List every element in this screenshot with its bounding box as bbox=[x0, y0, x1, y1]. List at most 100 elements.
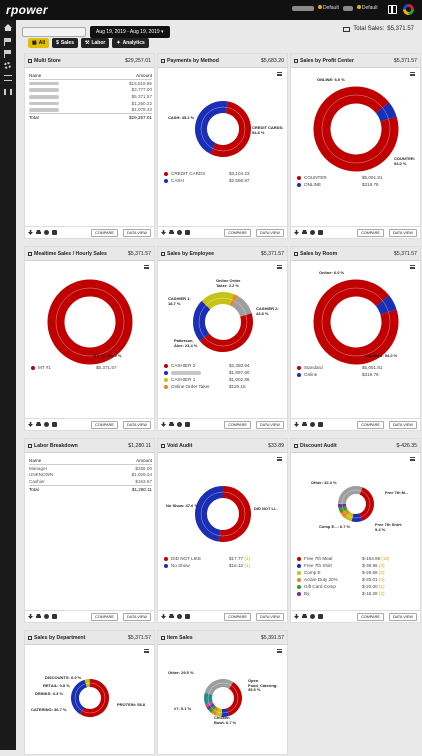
home-icon[interactable] bbox=[4, 24, 12, 28]
flag-outline-icon[interactable] bbox=[4, 50, 12, 57]
legend-item[interactable]: Comp E$-28.66 (2) bbox=[297, 569, 415, 576]
print-icon[interactable] bbox=[169, 422, 174, 427]
table-row[interactable]: Manager$256.00 bbox=[29, 465, 152, 472]
expand-icon[interactable] bbox=[28, 444, 32, 448]
donut-slice[interactable] bbox=[361, 491, 370, 517]
donut-slice[interactable] bbox=[56, 288, 124, 356]
donut-slice[interactable] bbox=[383, 301, 389, 312]
compare-button[interactable]: COMPARE bbox=[224, 613, 251, 621]
donut-slice[interactable] bbox=[220, 492, 245, 536]
donut-slice[interactable] bbox=[204, 315, 247, 346]
print-icon[interactable] bbox=[36, 422, 41, 427]
flag-icon[interactable] bbox=[4, 38, 12, 45]
print-icon[interactable] bbox=[36, 230, 41, 235]
legend-item[interactable]: ONLINE$319.76 bbox=[297, 181, 415, 188]
chat-icon[interactable] bbox=[44, 422, 49, 427]
tab-analytics[interactable]: ✦Analytics bbox=[112, 38, 148, 48]
compare-button[interactable]: COMPARE bbox=[224, 421, 251, 429]
donut-slice[interactable] bbox=[347, 515, 352, 518]
calendar-icon[interactable] bbox=[52, 230, 57, 235]
app-switcher-icon[interactable] bbox=[403, 4, 414, 15]
download-icon[interactable] bbox=[28, 614, 33, 619]
download-icon[interactable] bbox=[294, 230, 299, 235]
legend-item[interactable]: DID NOT LIKE$17.77 (1) bbox=[164, 555, 282, 562]
compare-button[interactable]: COMPARE bbox=[91, 613, 118, 621]
table-row[interactable]: $3,777.00 bbox=[29, 87, 152, 94]
compare-button[interactable]: COMPARE bbox=[224, 229, 251, 237]
expand-icon[interactable] bbox=[294, 444, 298, 448]
print-icon[interactable] bbox=[302, 614, 307, 619]
table-row[interactable]: Cashier$153.67 bbox=[29, 478, 152, 485]
table-row[interactable]: UNKNOWN$1,029.44 bbox=[29, 472, 152, 479]
chat-icon[interactable] bbox=[177, 614, 182, 619]
chat-icon[interactable] bbox=[310, 614, 315, 619]
legend-item[interactable]: Online$319.76 bbox=[297, 371, 415, 378]
table-row[interactable]: $15,819.85 bbox=[29, 80, 152, 87]
print-icon[interactable] bbox=[302, 230, 307, 235]
tab-all[interactable]: ▦All bbox=[28, 38, 49, 48]
legend-item[interactable]: By$-16.28 (2) bbox=[297, 590, 415, 597]
table-row[interactable]: $1,250.22 bbox=[29, 100, 152, 107]
legend-item[interactable]: Active Duty 20%$-25.01 (4) bbox=[297, 576, 415, 583]
donut-slice[interactable] bbox=[383, 108, 389, 119]
download-icon[interactable] bbox=[28, 422, 33, 427]
gift-icon[interactable] bbox=[388, 5, 397, 14]
donut-slice[interactable] bbox=[199, 305, 206, 337]
legend-item[interactable]: MT #1$5,371.57 bbox=[31, 364, 149, 371]
data-view-button[interactable]: DATA VIEW bbox=[389, 229, 417, 237]
expand-icon[interactable] bbox=[294, 59, 298, 63]
table-row[interactable]: $5,371.57 bbox=[29, 93, 152, 100]
donut-slice[interactable] bbox=[209, 683, 231, 694]
data-view-button[interactable]: DATA VIEW bbox=[389, 421, 417, 429]
calendar-icon[interactable] bbox=[185, 614, 190, 619]
legend-item[interactable]: CREDIT CARDS$3,104.23 bbox=[164, 170, 282, 177]
tab-labor[interactable]: ⚒Labor bbox=[81, 38, 109, 48]
compare-button[interactable]: COMPARE bbox=[357, 229, 384, 237]
table-row[interactable]: $1,078.32 bbox=[29, 106, 152, 113]
calendar-icon[interactable] bbox=[185, 230, 190, 235]
legend-item[interactable]: Free 7th Shirt$-39.96 (4) bbox=[297, 562, 415, 569]
chat-icon[interactable] bbox=[310, 230, 315, 235]
legend-item[interactable]: No Show$16.12 (1) bbox=[164, 562, 282, 569]
legend-item[interactable]: CASHIER 1$1,002.88 bbox=[164, 376, 282, 383]
print-icon[interactable] bbox=[302, 422, 307, 427]
expand-icon[interactable] bbox=[161, 59, 165, 63]
chat-icon[interactable] bbox=[177, 230, 182, 235]
donut-slice[interactable] bbox=[201, 492, 223, 536]
print-icon[interactable] bbox=[36, 614, 41, 619]
chat-icon[interactable] bbox=[177, 422, 182, 427]
legend-item[interactable]: Standard$5,051.81 bbox=[297, 364, 415, 371]
donut-slice[interactable] bbox=[235, 301, 246, 315]
calendar-icon[interactable] bbox=[52, 422, 57, 427]
legend-item[interactable]: Gift Card Comp$-20.00 (1) bbox=[297, 583, 415, 590]
compare-button[interactable]: COMPARE bbox=[357, 613, 384, 621]
tab-sales[interactable]: $Sales bbox=[52, 38, 78, 48]
data-view-button[interactable]: DATA VIEW bbox=[389, 613, 417, 621]
compare-button[interactable]: COMPARE bbox=[357, 421, 384, 429]
data-view-button[interactable]: DATA VIEW bbox=[256, 613, 284, 621]
download-icon[interactable] bbox=[28, 230, 33, 235]
print-icon[interactable] bbox=[169, 614, 174, 619]
chat-icon[interactable] bbox=[44, 230, 49, 235]
legend-item[interactable]: COUNTER$5,051.81 bbox=[297, 174, 415, 181]
legend-item[interactable]: $1,897.60 bbox=[164, 369, 282, 376]
expand-icon[interactable] bbox=[28, 252, 32, 256]
store-selector[interactable] bbox=[22, 27, 86, 37]
legend-item[interactable]: CASHIER 2$2,350.94 bbox=[164, 362, 282, 369]
legend-item[interactable]: CASH$2,556.97 bbox=[164, 177, 282, 184]
expand-icon[interactable] bbox=[28, 636, 32, 640]
calendar-icon[interactable] bbox=[52, 614, 57, 619]
list-icon[interactable] bbox=[4, 75, 12, 81]
expand-icon[interactable] bbox=[28, 59, 32, 63]
calendar-icon[interactable] bbox=[318, 422, 323, 427]
date-range-button[interactable]: Aug 19, 2019 - Aug 19, 2019 ▾ bbox=[90, 26, 170, 38]
expand-icon[interactable] bbox=[161, 252, 165, 256]
legend-item[interactable]: Free 7th Meal$-164.96 (10) bbox=[297, 555, 415, 562]
calendar-icon[interactable] bbox=[318, 614, 323, 619]
print-icon[interactable] bbox=[169, 230, 174, 235]
data-view-button[interactable]: DATA VIEW bbox=[256, 421, 284, 429]
donut-slice[interactable] bbox=[322, 95, 390, 163]
download-icon[interactable] bbox=[161, 422, 166, 427]
expand-icon[interactable] bbox=[161, 444, 165, 448]
user-area[interactable]: Default Default bbox=[292, 5, 378, 11]
